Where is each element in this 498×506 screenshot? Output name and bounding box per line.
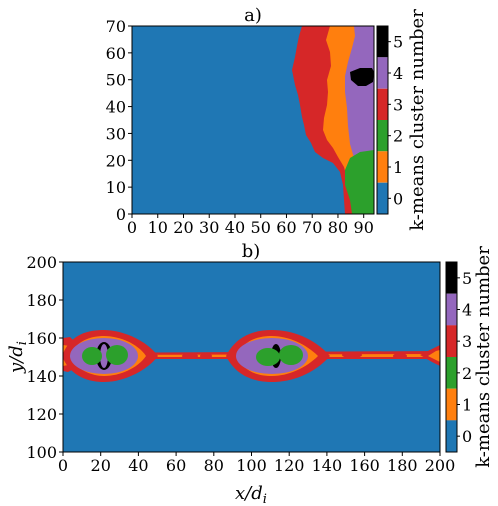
panel-b-y-axis: 100 120 140 160 180 200 [26, 253, 63, 462]
panel-b-y-tick-label: 100 [26, 443, 57, 462]
panel-b-y-tick-label: 180 [26, 291, 57, 310]
panel-b-x-tick-label: 20 [91, 456, 111, 475]
panel-b-title: b) [242, 241, 261, 262]
panel-a-heatmap [132, 26, 374, 214]
panel-b-x-tick-label: 160 [349, 456, 380, 475]
panel-a-y-tick-label: 10 [106, 178, 126, 197]
panel-a-x-tick-label: 70 [302, 218, 322, 237]
panel-a-colorbar-tick-label: 1 [393, 158, 403, 177]
panel-a-colorbar-cluster-0 [377, 182, 388, 214]
panel-b-x-tick-label: 200 [425, 456, 456, 475]
panel-b-colorbar-label: k-means cluster number [473, 246, 494, 468]
panel-a-colorbar-cluster-4 [377, 57, 388, 89]
panel-b-colorbar-tick-label: 5 [462, 269, 472, 288]
panel-b-colorbar-tick-label: 3 [462, 332, 472, 351]
panel-b-colorbar-tick-label: 1 [462, 396, 472, 415]
panel-b-x-tick-label: 40 [128, 456, 148, 475]
panel-a-x-tick-label: 30 [199, 218, 219, 237]
panel-a-colorbar-tick-label: 0 [393, 189, 403, 208]
panel-b-x-tick-label: 100 [236, 456, 267, 475]
panel-a-y-tick-label: 20 [106, 151, 126, 170]
panel-b-colorbar-tick-label: 4 [462, 301, 472, 320]
panel-b-x-tick-label: 60 [166, 456, 186, 475]
panel-a-colorbar-ticks: 0 1 2 3 4 5 [388, 33, 403, 208]
panel-b-colorbar-tick-label: 0 [462, 427, 472, 446]
panel-a-colorbar-cluster-1 [377, 151, 388, 183]
panel-a-colorbar-label: k-means cluster number [407, 9, 428, 231]
panel-b-y-tick-label: 120 [26, 405, 57, 424]
panel-a-colorbar-tick-label: 2 [393, 127, 403, 146]
panel-b-colorbar-ticks: 0 1 2 3 4 5 [457, 269, 472, 446]
panel-b-island-1-core-right [106, 345, 128, 365]
panel-a-y-tick-label: 70 [106, 17, 126, 36]
panel-b-colorbar-tick-label: 2 [462, 364, 472, 383]
panel-b-y-tick-label: 200 [26, 253, 57, 272]
panel-b-y-tick-label: 140 [26, 367, 57, 386]
panel-b-x-tick-label: 0 [58, 456, 68, 475]
panel-b-x-tick-label: 140 [312, 456, 343, 475]
panel-a-x-tick-label: 40 [225, 218, 245, 237]
panel-b-colorbar-cluster-4 [446, 293, 457, 326]
panel-b-island-2 [226, 330, 330, 382]
panel-b-heatmap [63, 262, 440, 452]
panel-b-colorbar-cluster-3 [446, 325, 457, 357]
panel-a-y-tick-label: 30 [106, 124, 126, 143]
panel-a-x-tick-label: 80 [328, 218, 348, 237]
panel-a-colorbar-cluster-2 [377, 120, 388, 152]
panel-b-y-label: y/di [6, 341, 30, 374]
panel-a-y-tick-label: 0 [116, 205, 126, 224]
panel-b-island-1 [63, 330, 158, 382]
panel-b-x-label: x/di [235, 483, 267, 506]
panel-b-colorbar-cluster-0 [446, 420, 457, 452]
panel-b-island-1-core-left [82, 347, 102, 365]
panel-a-title: a) [244, 5, 262, 26]
panel-b: b) [6, 241, 494, 506]
panel-b-colorbar-cluster-2 [446, 357, 457, 389]
panel-b-colorbar-cluster-1 [446, 388, 457, 421]
panel-b-colorbar [445, 261, 458, 453]
panel-a-colorbar-cluster-3 [377, 88, 388, 120]
panel-a-frame [131, 25, 375, 215]
panel-a-colorbar-cluster-5 [377, 26, 388, 58]
panel-b-x-tick-label: 80 [204, 456, 224, 475]
panel-a-x-tick-label: 10 [148, 218, 168, 237]
panel-b-y-tick-label: 160 [26, 329, 57, 348]
panel-a-y-tick-label: 50 [106, 71, 126, 90]
panel-a-colorbar-tick-label: 5 [393, 33, 403, 52]
panel-a-x-tick-label: 90 [354, 218, 374, 237]
panel-a-x-tick-label: 0 [127, 218, 137, 237]
panel-a-y-axis: 0 10 20 30 40 50 60 70 [106, 17, 132, 224]
panel-a-x-tick-label: 20 [173, 218, 193, 237]
panel-a-x-tick-label: 60 [276, 218, 296, 237]
panel-b-x-tick-label: 180 [387, 456, 418, 475]
panel-a-x-tick-label: 50 [251, 218, 271, 237]
panel-b-colorbar-cluster-5 [446, 262, 457, 294]
panel-b-island-2-core-right [279, 345, 303, 365]
panel-a-cluster-5-region [350, 68, 374, 86]
panel-a-cluster-2-region [345, 150, 374, 214]
panel-a-colorbar-tick-label: 4 [393, 64, 403, 83]
panel-a-colorbar-tick-label: 3 [393, 95, 403, 114]
panel-a-y-tick-label: 40 [106, 98, 126, 117]
panel-a-x-axis: 0 10 20 30 40 50 60 70 80 90 [127, 214, 374, 237]
panel-b-x-axis: 0 20 40 60 80 100 120 140 160 180 200 [58, 452, 455, 475]
panel-a-y-tick-label: 60 [106, 44, 126, 63]
panel-a-colorbar [376, 25, 389, 215]
panel-b-x-tick-label: 120 [274, 456, 305, 475]
panel-b-island-2-core-left [256, 348, 280, 366]
